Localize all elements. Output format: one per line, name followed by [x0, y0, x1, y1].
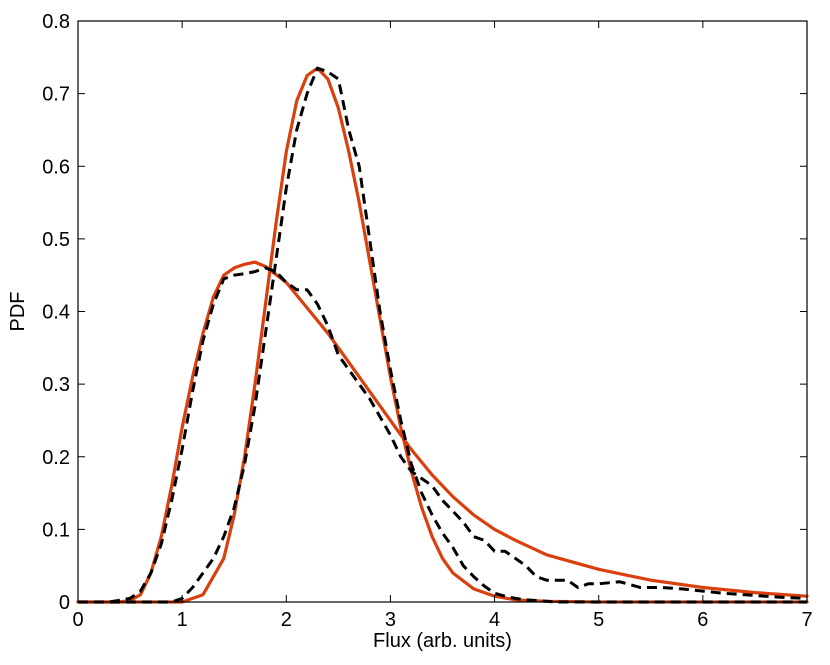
y-tick-label: 0.1: [42, 519, 70, 541]
y-tick-label: 0.8: [42, 11, 70, 33]
x-tick-label: 1: [177, 609, 188, 631]
label-layer: 0 1 2 3 4 5 6 7 0 0.1 0.2 0.3 0.4 0.5 0.6 0.7 0.8: [42, 11, 812, 631]
y-tick-label: 0.5: [42, 229, 70, 251]
y-tick-label: 0.2: [42, 447, 70, 469]
x-tick-label: 4: [489, 609, 500, 631]
y-tick-label: 0: [59, 592, 70, 614]
x-tick-label: 0: [72, 609, 83, 631]
x-tick-label: 5: [593, 609, 604, 631]
x-axis-label: Flux (arb. units): [373, 630, 512, 652]
x-tick-label: 2: [281, 609, 292, 631]
x-tick-label: 6: [697, 609, 708, 631]
dashed-series-line-2: [78, 266, 808, 604]
solid-series-line-1: [76, 66, 809, 604]
y-tick-label: 0.7: [42, 84, 70, 106]
series-layer: [76, 66, 809, 604]
y-tick-label: 0.6: [42, 156, 70, 178]
tick-layer: [77, 20, 808, 603]
dashed-series-line-3: [78, 66, 807, 604]
x-tick-label: 3: [385, 609, 396, 631]
y-axis-label: PDF: [7, 292, 29, 332]
y-tick-label: 0.4: [42, 302, 70, 324]
x-tick-label: 7: [801, 609, 812, 631]
y-tick-label: 0.3: [42, 374, 70, 396]
solid-series-line-0: [76, 260, 809, 604]
